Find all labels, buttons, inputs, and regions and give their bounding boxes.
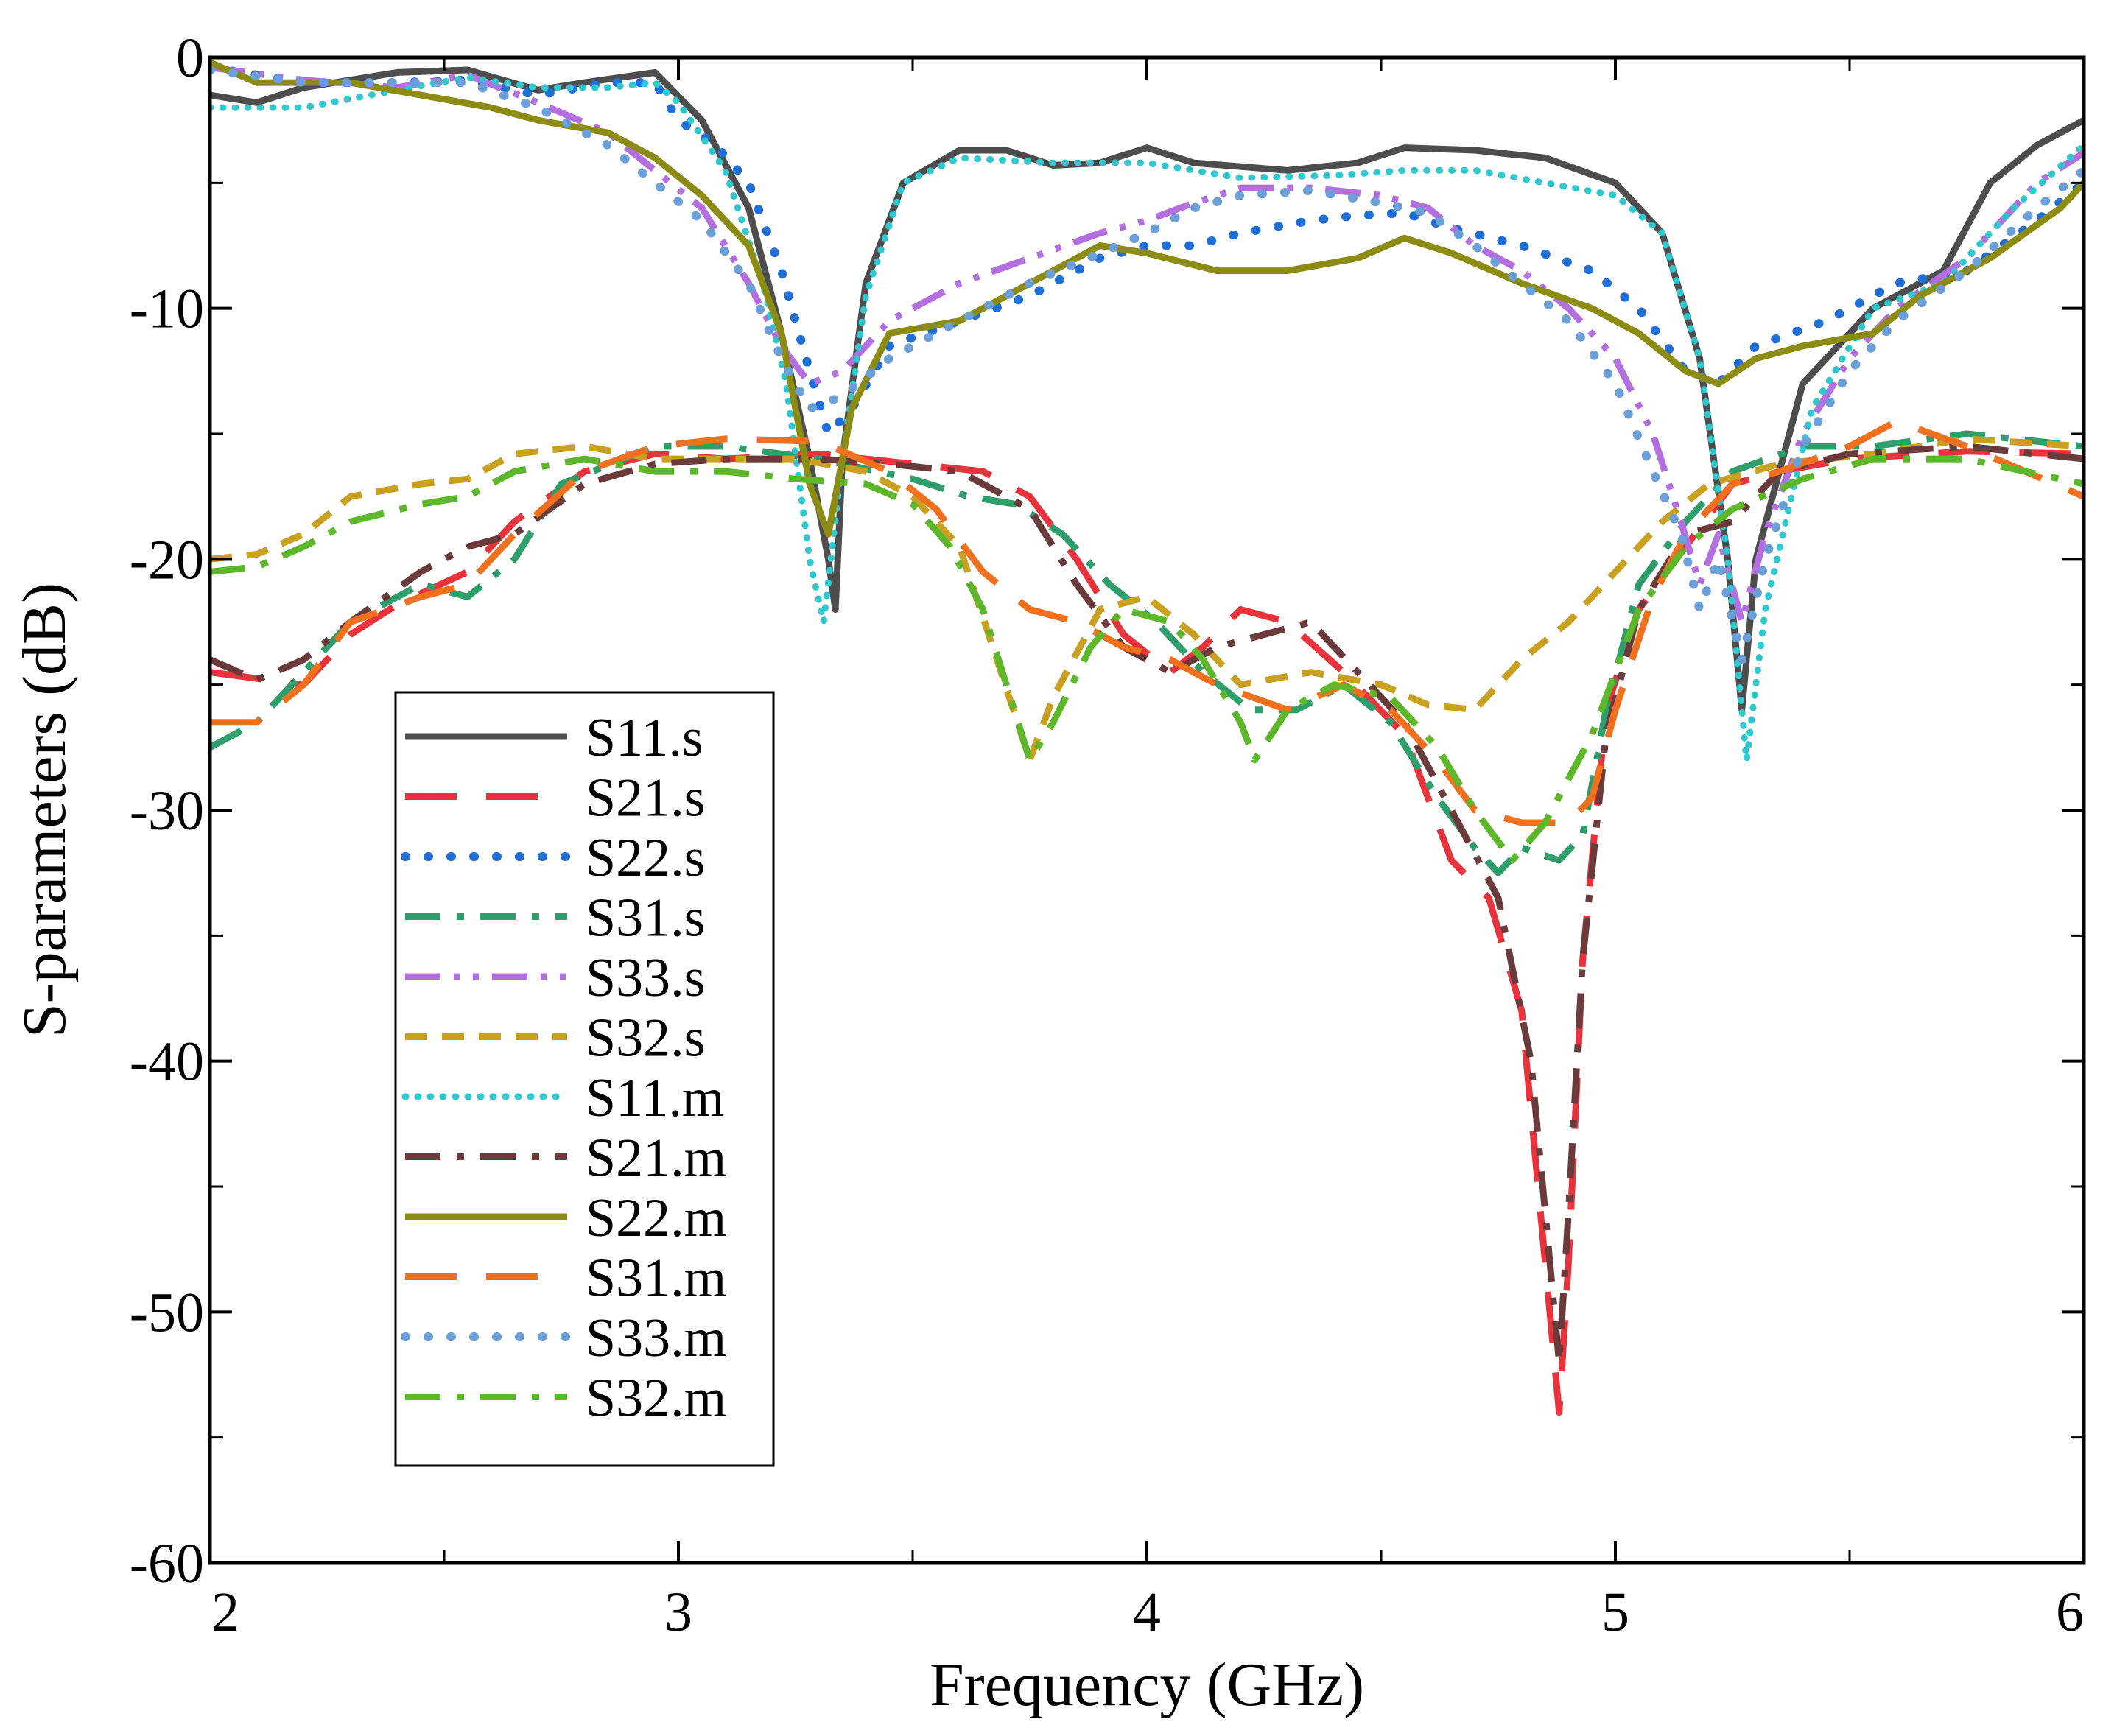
legend-label: S32.m bbox=[586, 1368, 726, 1429]
legend-label: S11.m bbox=[586, 1068, 724, 1128]
legend-box bbox=[394, 691, 775, 1467]
series-line-s33-s bbox=[210, 64, 2084, 625]
series-line-s31-m bbox=[210, 418, 2084, 826]
legend-label: S22.m bbox=[586, 1188, 726, 1248]
legend-label: S31.m bbox=[586, 1248, 726, 1309]
legend-label: S21.s bbox=[586, 768, 705, 829]
y-tick-label: -50 bbox=[130, 1282, 204, 1343]
series-line-s11-m bbox=[210, 74, 2084, 764]
x-tick-label: 6 bbox=[2056, 1581, 2084, 1643]
x-axis-title: Frequency (GHz) bbox=[930, 1651, 1364, 1719]
series-layer bbox=[210, 59, 2084, 1416]
legend-label: S32.s bbox=[586, 1008, 705, 1069]
x-tick-label: 5 bbox=[1601, 1581, 1629, 1643]
x-tick-label: 2 bbox=[211, 1581, 239, 1643]
y-tick-label: -60 bbox=[130, 1533, 204, 1595]
legend-label: S22.s bbox=[586, 828, 705, 888]
y-tick-label: -20 bbox=[130, 529, 204, 591]
y-tick-label: 0 bbox=[176, 27, 204, 89]
legend-label: S33.s bbox=[586, 948, 705, 1008]
y-tick-label: -10 bbox=[130, 278, 204, 340]
series-line-s21-m bbox=[210, 443, 2084, 1366]
x-tick-label: 3 bbox=[664, 1581, 692, 1643]
y-tick-label: -30 bbox=[130, 780, 204, 842]
x-tick-label: 4 bbox=[1133, 1581, 1161, 1643]
legend-entries: S11.sS21.sS22.sS31.sS33.sS32.sS11.mS21.m… bbox=[401, 708, 726, 1429]
series-line-s33-m bbox=[210, 66, 2084, 664]
y-tick-label: -40 bbox=[130, 1031, 204, 1093]
series-line-s22-m bbox=[210, 59, 2084, 538]
series-line-s32-s bbox=[210, 435, 2084, 764]
legend-label: S31.s bbox=[586, 888, 705, 949]
legend-label: S33.m bbox=[586, 1308, 726, 1368]
legend: S11.sS21.sS22.sS31.sS33.sS32.sS11.mS21.m… bbox=[394, 691, 775, 1467]
legend-label: S11.s bbox=[586, 708, 703, 768]
series-line-s31-s bbox=[210, 430, 2084, 876]
y-axis-title: S-parameters (dB) bbox=[10, 583, 79, 1038]
legend-label: S21.m bbox=[586, 1128, 726, 1189]
ticks-layer: 2 3 4 5 6 0 -10 -20 -30 -40 -50 -60 bbox=[130, 27, 2085, 1643]
